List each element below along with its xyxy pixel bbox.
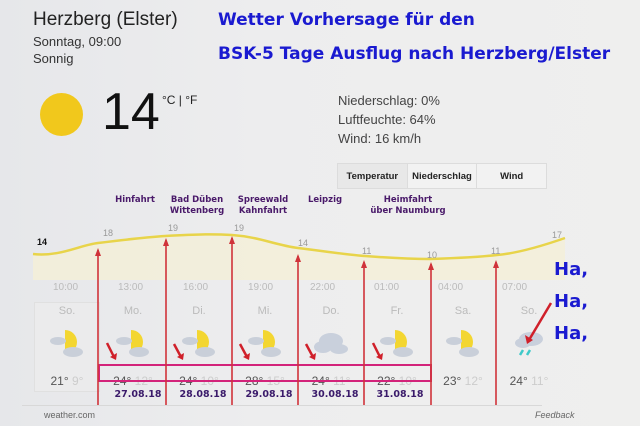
day-forecast[interactable]: Sa. 23° 12° [443, 305, 483, 388]
tab-temperatur[interactable]: Temperatur [338, 164, 408, 188]
time-label: 19:00 [248, 282, 274, 293]
stop-label: Bad Düben Wittenberg [169, 195, 225, 216]
chart-label: 18 [103, 228, 114, 238]
tab-niederschlag[interactable]: Niederschlag [408, 164, 478, 188]
time-label: 22:00 [310, 282, 336, 293]
chart-label: 11 [491, 246, 501, 256]
headline-line1: Wetter Vorhersage für den [218, 10, 475, 30]
feedback-link[interactable]: Feedback [535, 410, 575, 420]
time-label: 07:00 [502, 282, 528, 293]
stop-label: Leipzig [307, 195, 343, 205]
time-label: 04:00 [438, 282, 464, 293]
chart-label: 19 [168, 223, 179, 233]
trip-date: 27.08.18 [114, 389, 162, 400]
wind: Wind: 16 km/h [338, 131, 422, 146]
annotation-ha-1: Ha, [554, 259, 589, 280]
annotation-ha-3: Ha, [554, 323, 589, 344]
humidity: Luftfeuchte: 64% [338, 112, 436, 127]
chart-label: 14 [298, 238, 309, 248]
datetime: Sonntag, 09:00 [33, 34, 122, 49]
stop-label: Heimfahrt über Naumburg [370, 195, 446, 216]
day-forecast[interactable]: So. 24° 11° [509, 305, 549, 388]
chart-label-first: 14 [37, 237, 48, 247]
time-label: 01:00 [374, 282, 400, 293]
unit-toggle[interactable]: °C | °F [162, 93, 198, 107]
chart-tabs: Temperatur Niederschlag Wind [337, 163, 547, 189]
chart-label: 10 [427, 250, 438, 260]
trip-date: 31.08.18 [376, 389, 424, 400]
chart-label: 17 [552, 230, 563, 240]
annotation-ha-2: Ha, [554, 291, 589, 312]
precip: Niederschlag: 0% [338, 93, 440, 108]
stop-label: Hinfahrt [115, 195, 155, 205]
cloudy-icon [314, 333, 348, 354]
condition: Sonnig [33, 51, 74, 66]
day-forecast[interactable]: So. 21° 9° [50, 305, 84, 388]
source-link[interactable]: weather.com [44, 410, 96, 420]
footer-divider [22, 405, 542, 406]
sun-icon [40, 93, 83, 136]
trip-date: 30.08.18 [311, 389, 359, 400]
chart-label: 19 [234, 223, 245, 233]
trip-date: 28.08.18 [179, 389, 227, 400]
highlight-divider [98, 380, 432, 382]
time-label: 10:00 [53, 282, 79, 293]
current-temp: 14 [102, 83, 160, 141]
headline-line2: BSK-5 Tage Ausflug nach Herzberg/Elster [218, 44, 611, 64]
time-label: 13:00 [118, 282, 144, 293]
trip-date: 29.08.18 [245, 389, 293, 400]
city-name: Herzberg (Elster) [33, 9, 178, 30]
time-label: 16:00 [183, 282, 209, 293]
chart-label: 11 [362, 246, 372, 256]
stop-label: Spreewald Kahnfahrt [237, 195, 289, 216]
tab-wind[interactable]: Wind [500, 170, 524, 182]
